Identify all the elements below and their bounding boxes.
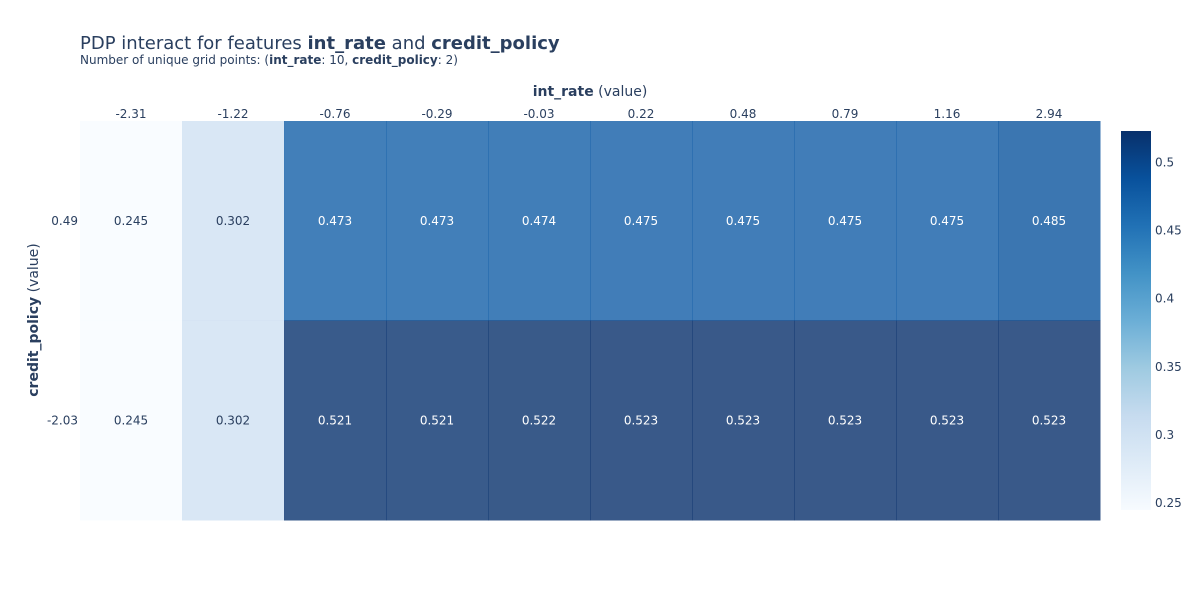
- colorbar-tick-label: 0.3: [1155, 428, 1174, 442]
- x-axis-title: int_rate (value): [533, 84, 648, 100]
- cell-value-label: 0.523: [624, 413, 658, 427]
- cell-value-label: 0.473: [318, 214, 352, 228]
- cell-value-label: 0.521: [318, 413, 352, 427]
- colorbar-tick-label: 0.25: [1155, 496, 1182, 510]
- colorbar-tick-label: 0.45: [1155, 224, 1182, 238]
- heatmap-cells: 0.245 0.302 0.473 0.473 0.474 0.475 0.475 0.475…: [80, 121, 1101, 521]
- x-tick-label: -0.03: [523, 107, 554, 121]
- colorbar: [1121, 131, 1151, 510]
- cell-value-label: 0.475: [828, 214, 862, 228]
- heatmap-cell: [692, 121, 795, 321]
- x-tick-label: 0.22: [628, 107, 655, 121]
- heatmap-cell: [998, 121, 1101, 321]
- cell-value-label: 0.485: [1032, 214, 1066, 228]
- y-tick-label: 0.49: [51, 214, 78, 228]
- colorbar-tick-label: 0.5: [1155, 155, 1174, 169]
- heatmap-cell: [794, 121, 897, 321]
- x-tick-label: 1.16: [934, 107, 961, 121]
- chart-title: PDP interact for features int_rate and c…: [80, 33, 560, 54]
- x-tick-label: -1.22: [217, 107, 248, 121]
- cell-value-label: 0.523: [726, 413, 760, 427]
- cell-value-label: 0.522: [522, 413, 556, 427]
- heatmap-cell: [80, 121, 183, 321]
- cell-value-label: 0.523: [828, 413, 862, 427]
- heatmap-cell: [896, 121, 999, 321]
- heatmap-cell: [998, 320, 1101, 521]
- cell-value-label: 0.302: [216, 214, 250, 228]
- y-axis-ticks: 0.49 -2.03: [47, 214, 78, 428]
- heatmap-cell: [80, 320, 183, 521]
- x-tick-label: -0.29: [421, 107, 452, 121]
- heatmap-cell: [284, 121, 387, 321]
- cell-value-label: 0.245: [114, 214, 148, 228]
- heatmap-cell: [794, 320, 897, 521]
- heatmap-cell: [488, 121, 591, 321]
- heatmap-cell: [182, 121, 285, 321]
- cell-value-label: 0.523: [1032, 413, 1066, 427]
- cell-value-label: 0.474: [522, 214, 556, 228]
- heatmap-cell: [386, 121, 489, 321]
- colorbar-tick-label: 0.4: [1155, 292, 1174, 306]
- x-tick-label: -2.31: [115, 107, 146, 121]
- cell-value-label: 0.475: [624, 214, 658, 228]
- chart-subtitle: Number of unique grid points: (int_rate:…: [80, 53, 458, 67]
- x-axis-ticks: -2.31 -1.22 -0.76 -0.29 -0.03 0.22 0.48 0.79 1.1…: [115, 107, 1062, 121]
- heatmap-cell: [386, 320, 489, 521]
- x-tick-label: 0.79: [832, 107, 859, 121]
- cell-value-label: 0.475: [726, 214, 760, 228]
- heatmap-cell: [590, 121, 693, 321]
- x-tick-label: 2.94: [1036, 107, 1063, 121]
- heatmap-cell: [896, 320, 999, 521]
- x-tick-label: 0.48: [730, 107, 757, 121]
- y-tick-label: -2.03: [47, 413, 78, 427]
- cell-value-label: 0.473: [420, 214, 454, 228]
- cell-value-label: 0.245: [114, 413, 148, 427]
- colorbar-ticks: 0.25 0.3 0.35 0.4 0.45 0.5: [1155, 155, 1182, 510]
- heatmap-cell: [590, 320, 693, 521]
- heatmap-cell: [488, 320, 591, 521]
- cell-value-label: 0.521: [420, 413, 454, 427]
- colorbar-tick-label: 0.35: [1155, 360, 1182, 374]
- cell-value-label: 0.302: [216, 413, 250, 427]
- heatmap-cell: [182, 320, 285, 521]
- cell-value-label: 0.475: [930, 214, 964, 228]
- heatmap-cell: [284, 320, 387, 521]
- x-tick-label: -0.76: [319, 107, 350, 121]
- y-axis-title: credit_policy (value): [26, 243, 42, 397]
- cell-value-label: 0.523: [930, 413, 964, 427]
- heatmap-cell: [692, 320, 795, 521]
